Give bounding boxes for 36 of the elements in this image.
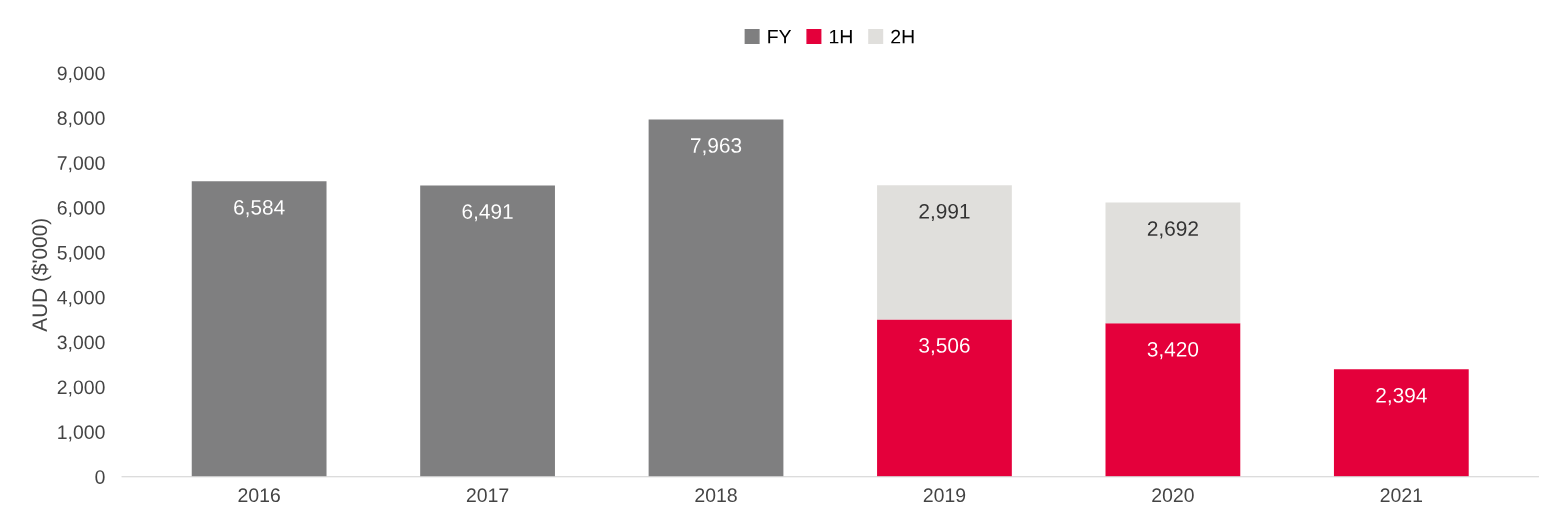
bar bbox=[877, 185, 1012, 320]
data-label: 2,692 bbox=[1147, 221, 1198, 239]
data-label: 2,991 bbox=[919, 203, 970, 222]
y-tick-label: 4,000 bbox=[57, 290, 105, 307]
y-tick-label: 6,000 bbox=[57, 201, 105, 218]
bar bbox=[420, 185, 555, 477]
x-tick-label: 2019 bbox=[923, 488, 966, 503]
x-tick-label: 2021 bbox=[1380, 488, 1423, 503]
x-tick-label: 2016 bbox=[238, 488, 280, 503]
x-tick-label: 2018 bbox=[695, 488, 737, 503]
bar bbox=[1333, 369, 1469, 477]
x-tick-label: 2020 bbox=[1152, 488, 1194, 503]
y-tick-label: 7,000 bbox=[57, 156, 105, 173]
y-tick-label: 8,000 bbox=[57, 111, 105, 128]
bar bbox=[1105, 202, 1241, 324]
y-tick-label: 5,000 bbox=[57, 245, 105, 262]
bar bbox=[191, 181, 327, 477]
y-tick-label: 2,000 bbox=[57, 380, 105, 397]
legend-label: 1H bbox=[829, 29, 852, 44]
y-axis-title: AUD ($'000) bbox=[31, 219, 52, 332]
data-label: 3,420 bbox=[1147, 341, 1199, 360]
bar bbox=[877, 319, 1012, 477]
y-tick-label: 9,000 bbox=[57, 66, 105, 83]
x-tick-label: 2017 bbox=[466, 488, 509, 503]
bar bbox=[648, 119, 784, 477]
data-label: 3,506 bbox=[919, 338, 970, 356]
y-tick-label: 3,000 bbox=[57, 335, 105, 352]
bar bbox=[1105, 323, 1241, 477]
data-label: 2,394 bbox=[1376, 387, 1427, 406]
legend-label: 2H bbox=[891, 29, 914, 44]
data-label: 6,491 bbox=[462, 204, 513, 222]
data-label: 6,584 bbox=[234, 199, 285, 218]
legend-label: FY bbox=[768, 29, 792, 44]
data-label: 7,963 bbox=[691, 138, 742, 156]
y-tick-label: 1,000 bbox=[58, 425, 105, 442]
y-tick-label: 0 bbox=[95, 470, 105, 484]
